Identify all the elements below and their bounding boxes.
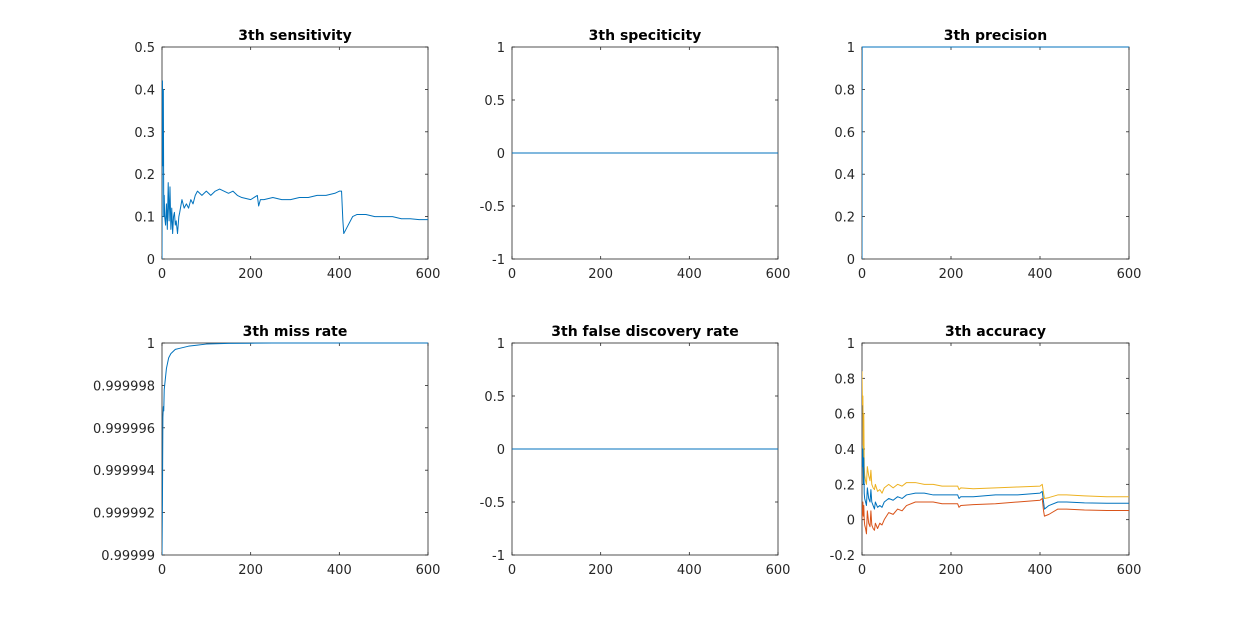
y-tick-label: 0.2 [834,478,855,493]
y-tick-label: 0 [847,514,855,529]
y-tick-label: -1 [492,549,505,564]
y-tick-label: 0.1 [134,211,155,226]
series-line-2 [862,445,1129,510]
y-tick-label: 0.4 [134,83,155,98]
y-tick-label: -0.5 [480,200,505,215]
x-tick-label: 400 [1028,563,1053,578]
y-tick-label: 0.5 [484,390,505,405]
series-line-3 [862,497,1129,535]
y-tick-label: 0.999994 [93,464,155,479]
x-tick-label: 0 [508,267,516,282]
x-tick-label: 400 [677,563,702,578]
chart-title: 3th false discovery rate [551,324,738,340]
x-tick-label: 0 [858,563,866,578]
x-tick-label: 0 [508,563,516,578]
y-tick-label: 0.8 [834,372,855,387]
x-tick-label: 200 [939,267,964,282]
y-tick-label: 1 [847,337,855,352]
x-tick-label: 400 [677,267,702,282]
y-tick-label: 0.4 [834,168,855,183]
x-tick-label: 400 [327,267,352,282]
x-tick-label: 200 [238,563,263,578]
y-tick-label: 0.999992 [93,507,155,522]
axes-box [861,46,1130,260]
subplot-2: 0 200 400 600 -1 -0.5 0 0.5 1 3th speciticity [480,28,791,282]
y-tick-label: 0.3 [134,126,155,141]
y-tick-label: 0.99999 [101,549,155,564]
x-tick-label: 200 [939,563,964,578]
y-tick-label: -0.2 [830,549,855,564]
axes-box [161,342,429,556]
subplot-1: 0 200 400 600 0 0.1 0.2 0.3 0.4 0.5 3th sensitivit… [134,28,440,282]
x-tick-label: 600 [766,563,791,578]
series-line-1 [862,46,1129,260]
x-tick-label: 600 [1117,563,1142,578]
y-tick-label: 0.5 [134,41,155,56]
y-tick-label: 0 [497,443,505,458]
axes-box [861,342,1130,556]
y-tick-label: 1 [147,337,155,352]
series-line-1 [862,371,1129,499]
y-tick-label: 0.2 [834,211,855,226]
y-tick-label: 1 [497,41,505,56]
x-tick-label: 600 [766,267,791,282]
subplot-4: 0 200 400 600 0.99999 0.999992 0.999994 0.99999… [93,324,440,578]
y-tick-label: 0.6 [834,408,855,423]
subplot-3: 0 200 400 600 0 0.2 0.4 0.6 0.8 1 3th precision [834,28,1141,282]
x-tick-label: 600 [416,563,441,578]
chart-title: 3th speciticity [589,28,702,44]
x-tick-label: 0 [158,267,166,282]
x-tick-label: 0 [158,563,166,578]
x-tick-label: 200 [588,563,613,578]
chart-title: 3th accuracy [945,324,1046,340]
y-tick-label: 1 [497,337,505,352]
x-tick-label: 0 [858,267,866,282]
x-tick-label: 600 [416,267,441,282]
y-tick-label: 0 [497,147,505,162]
y-tick-label: 0.6 [834,126,855,141]
axes-box [161,46,429,260]
y-tick-label: 0.999996 [93,422,155,437]
y-tick-label: 0.5 [484,94,505,109]
x-tick-label: 400 [327,563,352,578]
y-tick-label: 1 [847,41,855,56]
x-tick-label: 200 [238,267,263,282]
chart-title: 3th sensitivity [238,28,351,44]
x-tick-label: 400 [1028,267,1053,282]
x-tick-label: 200 [588,267,613,282]
y-tick-label: 0 [147,253,155,268]
y-tick-label: 0 [847,253,855,268]
series-line-1 [162,342,428,556]
x-tick-label: 600 [1117,267,1142,282]
y-tick-label: 0.999998 [93,379,155,394]
y-tick-label: 0.4 [834,443,855,458]
series-line-1 [162,80,428,260]
chart-title: 3th precision [944,28,1048,44]
y-tick-label: -0.5 [480,496,505,511]
y-tick-label: -1 [492,253,505,268]
y-tick-label: 0.2 [134,168,155,183]
y-tick-label: 0.8 [834,83,855,98]
subplot-5: 0 200 400 600 -1 -0.5 0 0.5 1 3th false discovery… [480,324,791,578]
chart-title: 3th miss rate [243,324,348,340]
